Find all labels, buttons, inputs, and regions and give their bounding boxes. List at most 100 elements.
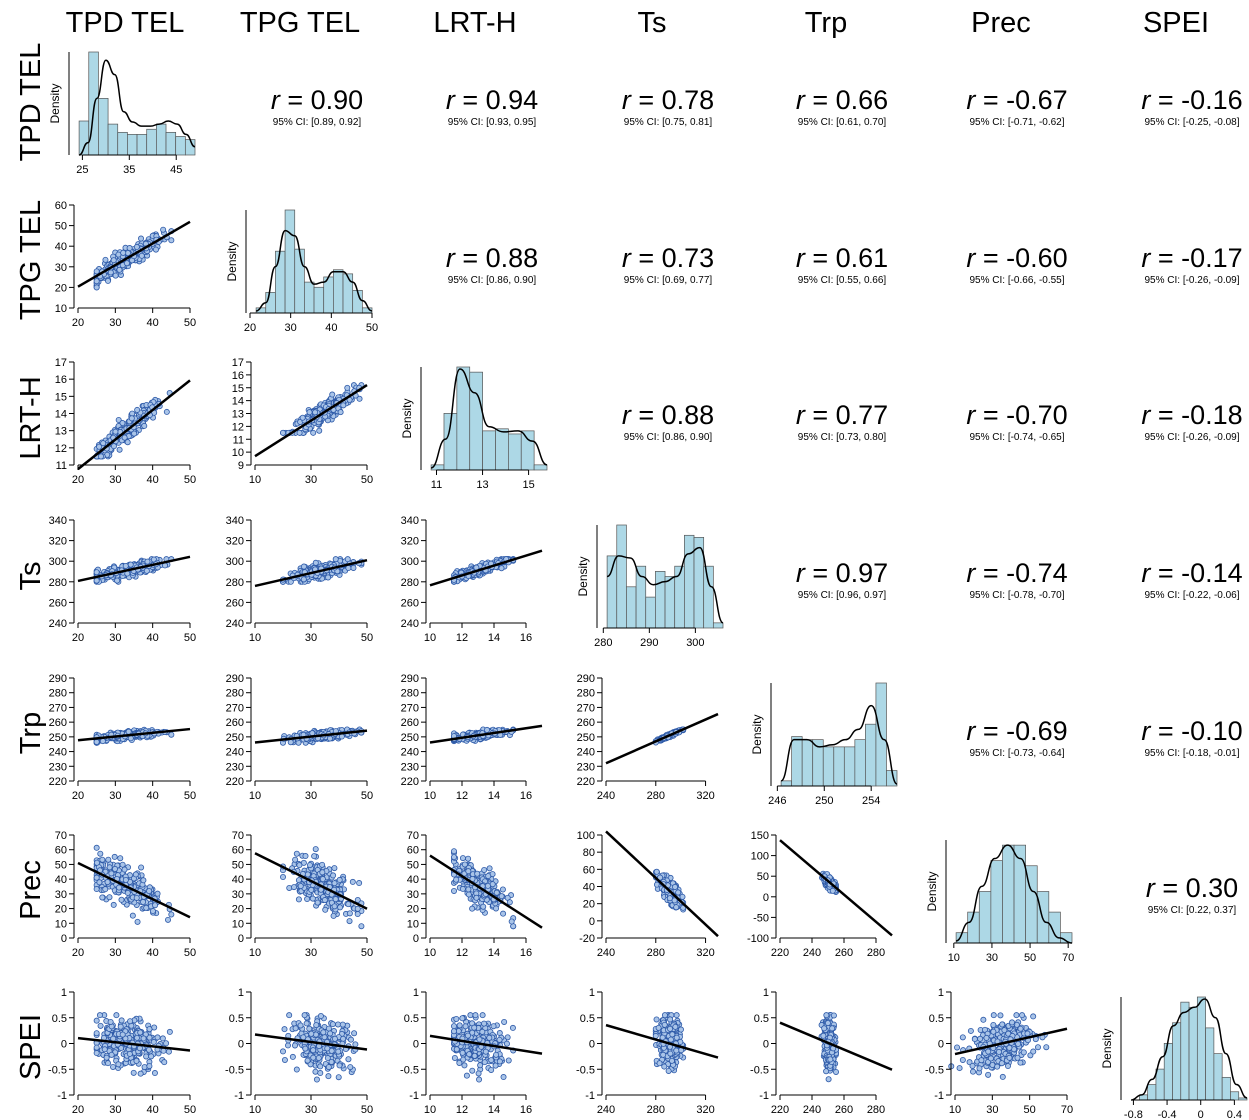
y-tick-label: 40 bbox=[232, 874, 244, 886]
scatter-point bbox=[465, 886, 472, 893]
confidence-interval: 95% CI: [0.86, 0.90] bbox=[624, 432, 713, 443]
y-tick-label: 300 bbox=[49, 556, 67, 568]
x-tick-label: 40 bbox=[147, 632, 159, 644]
scatter-point bbox=[332, 556, 339, 563]
scatter-point bbox=[469, 905, 476, 912]
x-tick-label: 246 bbox=[768, 795, 786, 807]
scatter-point bbox=[119, 1031, 126, 1038]
scatter-point bbox=[344, 384, 351, 391]
scatter-point bbox=[340, 1035, 347, 1042]
scatter-point bbox=[309, 895, 316, 902]
regression-line bbox=[429, 854, 543, 929]
scatter-point bbox=[465, 868, 472, 875]
regression-line bbox=[429, 549, 543, 587]
x-tick-label: 240 bbox=[803, 947, 821, 959]
scatter-point bbox=[146, 888, 153, 895]
scatter-point bbox=[130, 1069, 137, 1076]
scatter-point bbox=[459, 885, 466, 892]
scatter-point bbox=[486, 865, 493, 872]
correlation-value: r = 0.66 bbox=[796, 85, 888, 115]
column-header-4: Trp bbox=[805, 7, 847, 39]
scatter-point bbox=[476, 1076, 483, 1083]
y-tick-label: 290 bbox=[49, 673, 67, 685]
scatter-point bbox=[279, 1048, 286, 1055]
scatter-point bbox=[151, 1070, 158, 1077]
scatter-point bbox=[675, 889, 682, 896]
y-tick-label: 280 bbox=[401, 577, 419, 589]
scatter-point bbox=[150, 1039, 157, 1046]
scatter-point bbox=[500, 910, 507, 917]
x-tick-label: 300 bbox=[686, 637, 704, 649]
histogram-bar bbox=[664, 576, 676, 629]
confidence-interval: 95% CI: [0.69, 0.77] bbox=[624, 275, 713, 286]
x-tick-label: 50 bbox=[184, 947, 196, 959]
histogram-bar bbox=[1013, 844, 1026, 944]
scatter-point bbox=[133, 243, 140, 250]
y-tick-label: 270 bbox=[401, 702, 419, 714]
confidence-interval: 95% CI: [0.75, 0.81] bbox=[624, 117, 713, 128]
y-tick-label: 10 bbox=[55, 303, 67, 315]
y-tick-label: 240 bbox=[49, 747, 67, 759]
scatter-point bbox=[304, 896, 311, 903]
scatter-point bbox=[284, 1042, 291, 1049]
y-tick-label: 60 bbox=[55, 200, 67, 212]
scatter-point bbox=[474, 870, 481, 877]
y-tick-label: 40 bbox=[55, 874, 67, 886]
scatter-point bbox=[322, 906, 329, 913]
histogram-bar bbox=[843, 746, 856, 787]
y-tick-label: 250 bbox=[401, 732, 419, 744]
scatter-point bbox=[129, 912, 136, 919]
correlation-value: r = 0.73 bbox=[622, 243, 714, 273]
scatter-point bbox=[450, 1028, 457, 1035]
y-tick-label: 320 bbox=[401, 536, 419, 548]
scatter-point bbox=[141, 422, 148, 429]
x-tick-label: 290 bbox=[640, 637, 658, 649]
x-tick-label: 50 bbox=[361, 1104, 373, 1116]
y-tick-label: 30 bbox=[55, 889, 67, 901]
histogram-bar bbox=[606, 555, 618, 629]
scatter-point bbox=[154, 890, 161, 897]
y-tick-label: 14 bbox=[55, 409, 67, 421]
scatter-point bbox=[116, 884, 123, 891]
scatter-point bbox=[481, 866, 488, 873]
y-tick-label: 150 bbox=[751, 830, 769, 842]
scatter-point bbox=[101, 1046, 108, 1053]
y-tick-label: 0.5 bbox=[52, 1013, 67, 1025]
y-tick-label: 220 bbox=[577, 776, 595, 788]
scatter-point bbox=[105, 277, 112, 284]
scatter-point bbox=[347, 1036, 354, 1043]
y-tick-label: 300 bbox=[226, 556, 244, 568]
histogram-bar bbox=[822, 746, 835, 787]
histogram-bar bbox=[146, 128, 157, 156]
scatter-point bbox=[313, 1076, 320, 1083]
scatter-point bbox=[308, 886, 315, 893]
scatter-point bbox=[325, 1025, 332, 1032]
correlation-value: r = -0.74 bbox=[966, 558, 1067, 588]
correlation-value: r = -0.70 bbox=[966, 400, 1067, 430]
scatter-point bbox=[321, 1034, 328, 1041]
scatter-point bbox=[134, 406, 141, 413]
scatter-point bbox=[328, 1047, 335, 1054]
scatter-point bbox=[93, 1030, 100, 1037]
scatter-point bbox=[310, 1054, 317, 1061]
scatter-point bbox=[115, 1061, 122, 1068]
x-tick-label: 280 bbox=[594, 637, 612, 649]
confidence-interval: 95% CI: [-0.18, -0.01] bbox=[1144, 748, 1239, 759]
confidence-interval: 95% CI: [0.86, 0.90] bbox=[448, 275, 537, 286]
correlation-value: r = 0.61 bbox=[796, 243, 888, 273]
row-header-2: LRT-H bbox=[15, 376, 47, 459]
x-tick-label: 12 bbox=[456, 632, 468, 644]
scatter-point bbox=[99, 738, 106, 745]
y-tick-label: 100 bbox=[751, 851, 769, 863]
histogram-bar bbox=[313, 286, 325, 314]
scatter-point bbox=[97, 453, 104, 460]
y-tick-label: 16 bbox=[232, 370, 244, 382]
x-tick-label: 50 bbox=[184, 317, 196, 329]
x-tick-label: 12 bbox=[456, 947, 468, 959]
